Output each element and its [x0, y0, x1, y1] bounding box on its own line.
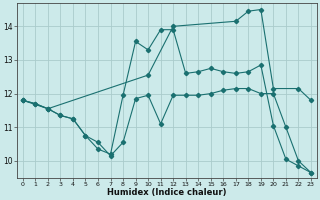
X-axis label: Humidex (Indice chaleur): Humidex (Indice chaleur): [107, 188, 227, 197]
